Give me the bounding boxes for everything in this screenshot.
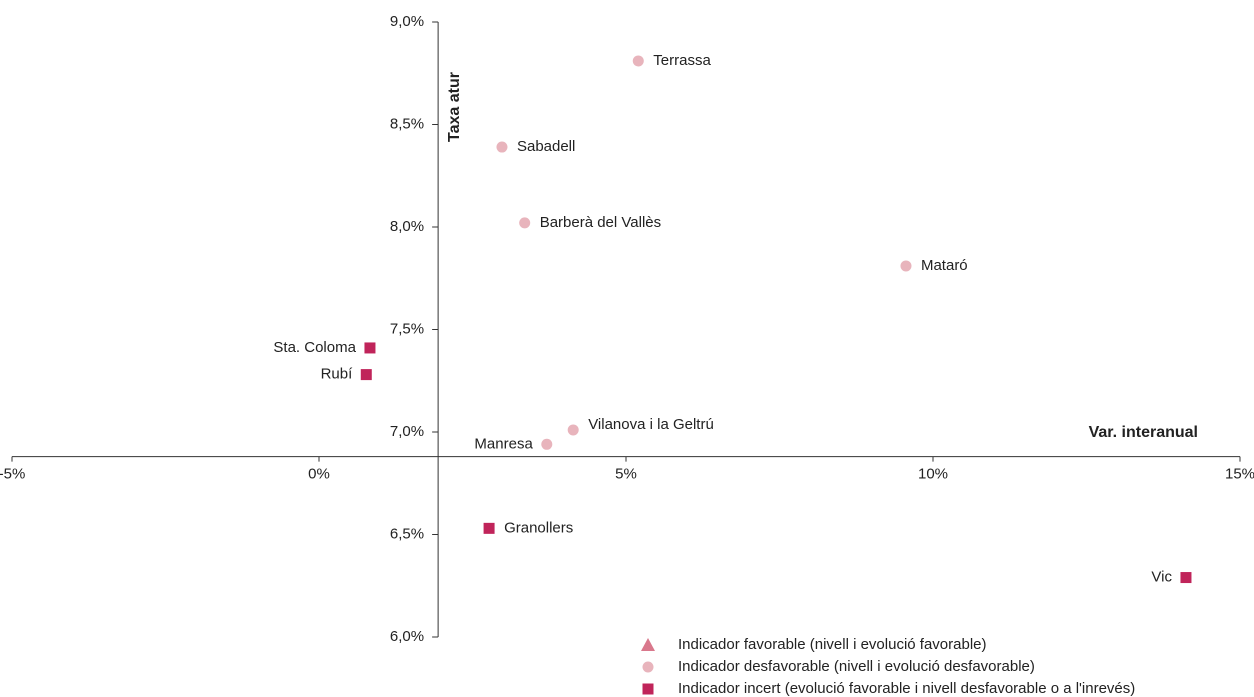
point	[900, 260, 912, 272]
y-axis-title-text: Taxa atur	[446, 72, 463, 142]
point-label: Mataró	[921, 257, 968, 274]
y-tick-label: 6,0%	[390, 628, 424, 645]
point	[632, 55, 644, 67]
x-tick-label: 5%	[615, 466, 637, 483]
point	[360, 369, 372, 381]
y-tick-label: 8,5%	[390, 115, 424, 132]
legend-label: Indicador incert (evolució favorable i n…	[678, 680, 1135, 697]
point-label: Sabadell	[517, 138, 575, 155]
y-tick-label: 7,5%	[390, 320, 424, 337]
legend-label: Indicador desfavorable (nivell i evoluci…	[678, 658, 1035, 675]
point-label: Terrassa	[653, 52, 711, 69]
legend-label: Indicador favorable (nivell i evolució f…	[678, 636, 987, 653]
point-label: Granollers	[504, 519, 573, 536]
point-label: Vilanova i la Geltrú	[588, 416, 714, 433]
point	[1180, 572, 1192, 584]
point	[519, 217, 531, 229]
x-axis-title: Var. interanual	[1089, 424, 1198, 441]
x-tick-label: 10%	[918, 466, 948, 483]
y-tick-label: 7,0%	[390, 423, 424, 440]
x-tick-label: 0%	[308, 466, 330, 483]
legend-marker	[642, 661, 654, 673]
point	[496, 141, 508, 153]
point-label: Rubí	[321, 366, 354, 383]
point	[483, 522, 495, 534]
point-label: Vic	[1151, 569, 1172, 586]
point-label: Barberà del Vallès	[540, 214, 661, 231]
point	[364, 342, 376, 354]
x-tick-label: -5%	[0, 466, 25, 483]
legend-marker	[641, 638, 655, 651]
y-axis-title: Taxa atur	[446, 72, 463, 142]
x-tick-label: 15%	[1225, 466, 1254, 483]
point	[567, 424, 579, 436]
y-tick-label: 8,0%	[390, 218, 424, 235]
point	[541, 438, 553, 450]
point-label: Sta. Coloma	[273, 339, 356, 356]
legend-marker	[642, 683, 654, 695]
y-tick-label: 6,5%	[390, 525, 424, 542]
y-tick-label: 9,0%	[390, 13, 424, 30]
point-label: Manresa	[474, 435, 533, 452]
